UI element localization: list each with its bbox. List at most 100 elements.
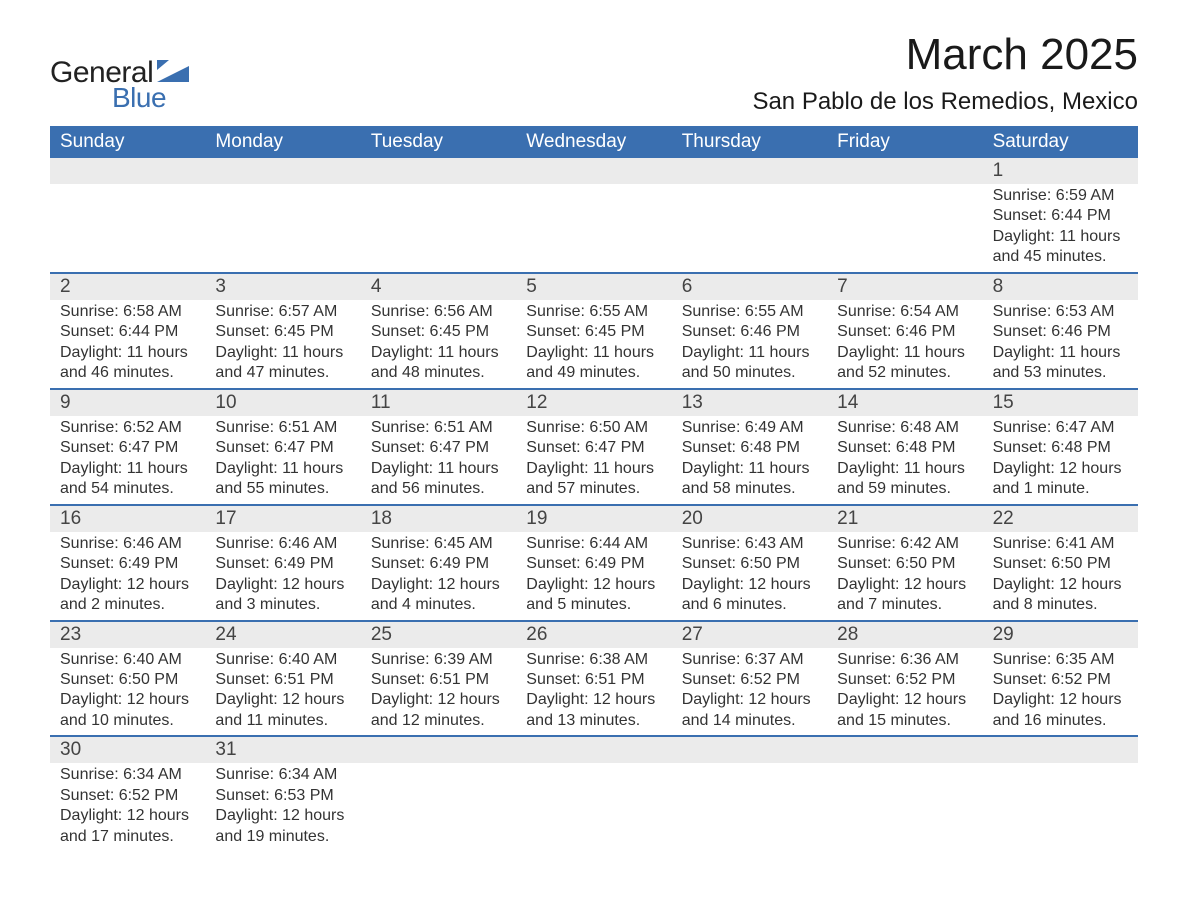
day-details: Sunrise: 6:42 AMSunset: 6:50 PMDaylight:… — [827, 532, 982, 620]
day-number: 25 — [361, 622, 516, 648]
sunrise-text: Sunrise: 6:47 AM — [993, 418, 1128, 438]
sunrise-text: Sunrise: 6:43 AM — [682, 534, 817, 554]
day-details: Sunrise: 6:45 AMSunset: 6:49 PMDaylight:… — [361, 532, 516, 620]
sunrise-text: Sunrise: 6:34 AM — [215, 765, 350, 785]
day-number — [672, 158, 827, 184]
day-number: 5 — [516, 274, 671, 300]
sunrise-text: Sunrise: 6:54 AM — [837, 302, 972, 322]
daylight-text: Daylight: 12 hours and 7 minutes. — [837, 575, 972, 616]
sunset-text: Sunset: 6:46 PM — [993, 322, 1128, 342]
day-details: Sunrise: 6:51 AMSunset: 6:47 PMDaylight:… — [205, 416, 360, 504]
day-cell: 21Sunrise: 6:42 AMSunset: 6:50 PMDayligh… — [827, 506, 982, 620]
day-cell: 18Sunrise: 6:45 AMSunset: 6:49 PMDayligh… — [361, 506, 516, 620]
day-cell — [672, 737, 827, 851]
daylight-text: Daylight: 11 hours and 50 minutes. — [682, 343, 817, 384]
daylight-text: Daylight: 11 hours and 58 minutes. — [682, 459, 817, 500]
daylight-text: Daylight: 12 hours and 8 minutes. — [993, 575, 1128, 616]
day-details: Sunrise: 6:35 AMSunset: 6:52 PMDaylight:… — [983, 648, 1138, 736]
day-number — [672, 737, 827, 763]
day-details — [50, 184, 205, 204]
sunset-text: Sunset: 6:48 PM — [837, 438, 972, 458]
sunrise-text: Sunrise: 6:46 AM — [215, 534, 350, 554]
daylight-text: Daylight: 12 hours and 13 minutes. — [526, 690, 661, 731]
day-number: 6 — [672, 274, 827, 300]
title-block: March 2025 San Pablo de los Remedios, Me… — [752, 30, 1138, 116]
weeks-container: 1Sunrise: 6:59 AMSunset: 6:44 PMDaylight… — [50, 158, 1138, 851]
sunrise-text: Sunrise: 6:40 AM — [215, 650, 350, 670]
day-cell: 10Sunrise: 6:51 AMSunset: 6:47 PMDayligh… — [205, 390, 360, 504]
day-cell: 28Sunrise: 6:36 AMSunset: 6:52 PMDayligh… — [827, 622, 982, 736]
day-cell: 12Sunrise: 6:50 AMSunset: 6:47 PMDayligh… — [516, 390, 671, 504]
week-row: 30Sunrise: 6:34 AMSunset: 6:52 PMDayligh… — [50, 737, 1138, 851]
day-details: Sunrise: 6:52 AMSunset: 6:47 PMDaylight:… — [50, 416, 205, 504]
day-number: 20 — [672, 506, 827, 532]
sunrise-text: Sunrise: 6:37 AM — [682, 650, 817, 670]
sunset-text: Sunset: 6:45 PM — [371, 322, 506, 342]
daylight-text: Daylight: 12 hours and 6 minutes. — [682, 575, 817, 616]
sunrise-text: Sunrise: 6:42 AM — [837, 534, 972, 554]
day-number — [827, 158, 982, 184]
day-details: Sunrise: 6:53 AMSunset: 6:46 PMDaylight:… — [983, 300, 1138, 388]
day-details: Sunrise: 6:41 AMSunset: 6:50 PMDaylight:… — [983, 532, 1138, 620]
sunset-text: Sunset: 6:52 PM — [993, 670, 1128, 690]
day-details: Sunrise: 6:56 AMSunset: 6:45 PMDaylight:… — [361, 300, 516, 388]
day-details: Sunrise: 6:38 AMSunset: 6:51 PMDaylight:… — [516, 648, 671, 736]
daylight-text: Daylight: 12 hours and 15 minutes. — [837, 690, 972, 731]
sunrise-text: Sunrise: 6:35 AM — [993, 650, 1128, 670]
sunset-text: Sunset: 6:47 PM — [526, 438, 661, 458]
day-cell: 19Sunrise: 6:44 AMSunset: 6:49 PMDayligh… — [516, 506, 671, 620]
daylight-text: Daylight: 11 hours and 46 minutes. — [60, 343, 195, 384]
day-cell: 3Sunrise: 6:57 AMSunset: 6:45 PMDaylight… — [205, 274, 360, 388]
day-cell: 29Sunrise: 6:35 AMSunset: 6:52 PMDayligh… — [983, 622, 1138, 736]
day-cell — [983, 737, 1138, 851]
day-details: Sunrise: 6:55 AMSunset: 6:46 PMDaylight:… — [672, 300, 827, 388]
day-number — [516, 737, 671, 763]
day-number: 22 — [983, 506, 1138, 532]
day-details: Sunrise: 6:34 AMSunset: 6:53 PMDaylight:… — [205, 763, 360, 851]
sunrise-text: Sunrise: 6:38 AM — [526, 650, 661, 670]
day-cell: 17Sunrise: 6:46 AMSunset: 6:49 PMDayligh… — [205, 506, 360, 620]
day-cell: 25Sunrise: 6:39 AMSunset: 6:51 PMDayligh… — [361, 622, 516, 736]
sunrise-text: Sunrise: 6:49 AM — [682, 418, 817, 438]
day-number: 4 — [361, 274, 516, 300]
sunrise-text: Sunrise: 6:48 AM — [837, 418, 972, 438]
day-number — [827, 737, 982, 763]
sunset-text: Sunset: 6:47 PM — [215, 438, 350, 458]
location-subtitle: San Pablo de los Remedios, Mexico — [752, 88, 1138, 116]
weekday-cell: Thursday — [672, 126, 827, 158]
day-cell: 14Sunrise: 6:48 AMSunset: 6:48 PMDayligh… — [827, 390, 982, 504]
sunrise-text: Sunrise: 6:51 AM — [371, 418, 506, 438]
day-details — [672, 763, 827, 783]
day-number: 21 — [827, 506, 982, 532]
sunset-text: Sunset: 6:50 PM — [682, 554, 817, 574]
daylight-text: Daylight: 11 hours and 55 minutes. — [215, 459, 350, 500]
sunset-text: Sunset: 6:51 PM — [215, 670, 350, 690]
daylight-text: Daylight: 11 hours and 53 minutes. — [993, 343, 1128, 384]
sunrise-text: Sunrise: 6:52 AM — [60, 418, 195, 438]
sunrise-text: Sunrise: 6:44 AM — [526, 534, 661, 554]
sunset-text: Sunset: 6:53 PM — [215, 786, 350, 806]
day-details — [516, 184, 671, 204]
day-details — [361, 184, 516, 204]
day-cell: 31Sunrise: 6:34 AMSunset: 6:53 PMDayligh… — [205, 737, 360, 851]
sunrise-text: Sunrise: 6:41 AM — [993, 534, 1128, 554]
weekday-cell: Saturday — [983, 126, 1138, 158]
daylight-text: Daylight: 12 hours and 14 minutes. — [682, 690, 817, 731]
day-details — [672, 184, 827, 204]
day-number: 13 — [672, 390, 827, 416]
weekday-cell: Tuesday — [361, 126, 516, 158]
day-number: 24 — [205, 622, 360, 648]
day-number — [205, 158, 360, 184]
day-number: 7 — [827, 274, 982, 300]
header: General Blue March 2025 San Pablo de los… — [50, 30, 1138, 116]
day-cell — [361, 737, 516, 851]
day-cell: 20Sunrise: 6:43 AMSunset: 6:50 PMDayligh… — [672, 506, 827, 620]
day-number — [516, 158, 671, 184]
day-cell — [516, 158, 671, 272]
sunset-text: Sunset: 6:52 PM — [60, 786, 195, 806]
day-details: Sunrise: 6:37 AMSunset: 6:52 PMDaylight:… — [672, 648, 827, 736]
day-details: Sunrise: 6:46 AMSunset: 6:49 PMDaylight:… — [205, 532, 360, 620]
sunrise-text: Sunrise: 6:55 AM — [526, 302, 661, 322]
sunset-text: Sunset: 6:51 PM — [371, 670, 506, 690]
sunset-text: Sunset: 6:47 PM — [60, 438, 195, 458]
